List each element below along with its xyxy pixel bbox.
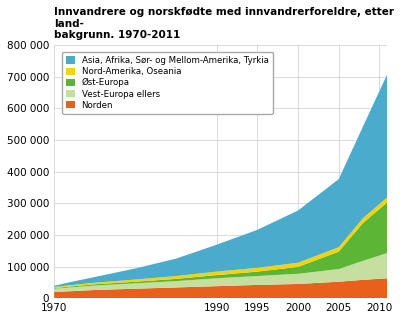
Text: Innvandrere og norskfødte med innvandrerforeldre, etter land-
bakgrunn. 1970-201: Innvandrere og norskfødte med innvandrer… bbox=[54, 7, 394, 40]
Legend: Asia, Afrika, Sør- og Mellom-Amerika, Tyrkia, Nord-Amerika, Oseania, Øst-Europa,: Asia, Afrika, Sør- og Mellom-Amerika, Ty… bbox=[62, 52, 273, 114]
